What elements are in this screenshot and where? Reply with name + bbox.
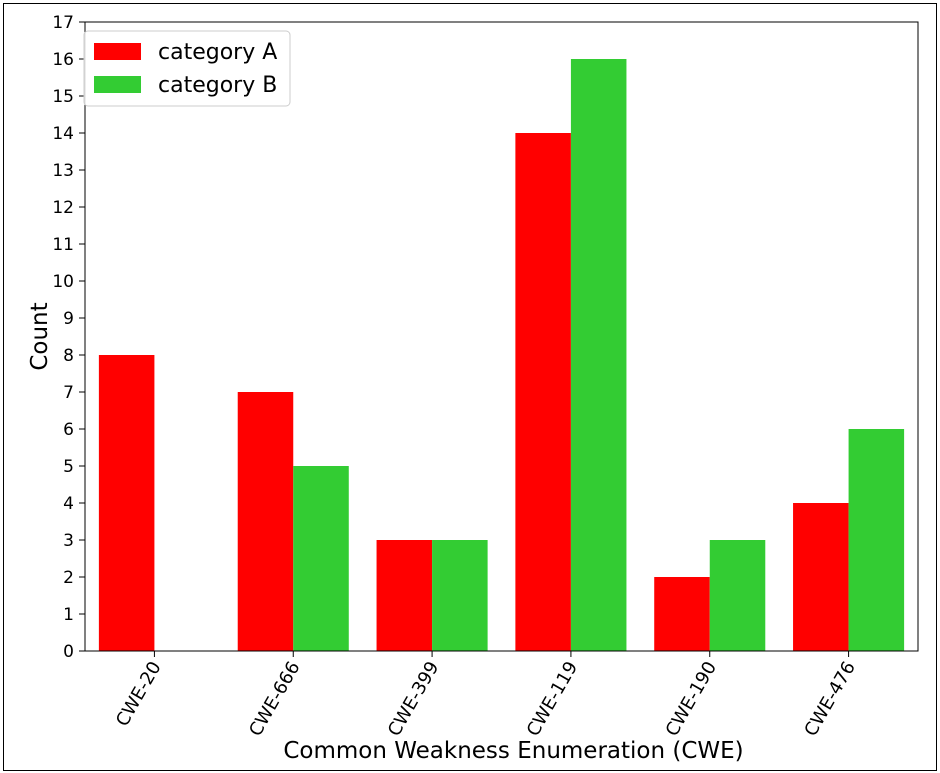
bar-cwe-476-series-2 <box>848 429 905 651</box>
x-axis-label: Common Weakness Enumeration (CWE) <box>283 738 743 764</box>
x-tick-label: CWE-476 <box>800 658 859 740</box>
bars-group <box>98 59 905 651</box>
x-tick-label: CWE-666 <box>245 658 304 740</box>
bar-cwe-476-series-1 <box>793 503 849 651</box>
x-axis-ticks: CWE-20 CWE-666 CWE-399 CWE-119 CWE-190 CWE-47… <box>112 651 860 740</box>
y-tick-label: 5 <box>63 457 74 477</box>
legend-swatch-series-2 <box>94 76 141 93</box>
y-tick-label: 0 <box>63 642 74 662</box>
y-tick-label: 16 <box>52 50 74 70</box>
y-tick-label: 12 <box>52 198 74 218</box>
x-tick-label: CWE-399 <box>384 658 443 740</box>
legend: category A category B <box>83 30 291 107</box>
legend-swatch-series-1 <box>94 43 141 60</box>
bar-cwe-190-series-2 <box>709 540 766 651</box>
y-tick-label: 8 <box>63 346 74 366</box>
bar-cwe-399-series-1 <box>376 540 433 651</box>
y-tick-label: 4 <box>63 494 74 514</box>
y-tick-label: 9 <box>63 309 74 329</box>
y-axis-label: Count <box>27 302 53 370</box>
bar-cwe-666-series-1 <box>237 392 294 651</box>
y-tick-label: 14 <box>52 124 74 144</box>
bar-cwe-399-series-2 <box>432 540 488 651</box>
y-tick-label: 3 <box>63 531 74 551</box>
bar-cwe-20-series-1 <box>98 355 155 651</box>
bar-cwe-119-series-2 <box>570 59 627 651</box>
bar-cwe-190-series-1 <box>654 577 710 651</box>
y-tick-label: 6 <box>63 420 74 440</box>
y-tick-label: 1 <box>63 605 74 625</box>
y-tick-label: 10 <box>52 272 74 292</box>
bar-cwe-666-series-2 <box>293 466 349 651</box>
x-tick-label: CWE-190 <box>662 658 721 740</box>
x-tick-label: CWE-119 <box>523 658 582 740</box>
y-tick-label: 13 <box>52 161 74 181</box>
y-tick-label: 15 <box>52 87 74 107</box>
y-tick-label: 7 <box>63 383 74 403</box>
y-tick-label: 17 <box>52 13 74 33</box>
legend-label-series-1: category A <box>158 40 277 65</box>
x-tick-label: CWE-20 <box>112 658 166 730</box>
y-tick-label: 11 <box>52 235 74 255</box>
bar-cwe-119-series-1 <box>515 133 571 651</box>
legend-label-series-2: category B <box>158 73 277 98</box>
y-tick-label: 2 <box>63 568 74 588</box>
plot-area-frame <box>84 21 919 652</box>
